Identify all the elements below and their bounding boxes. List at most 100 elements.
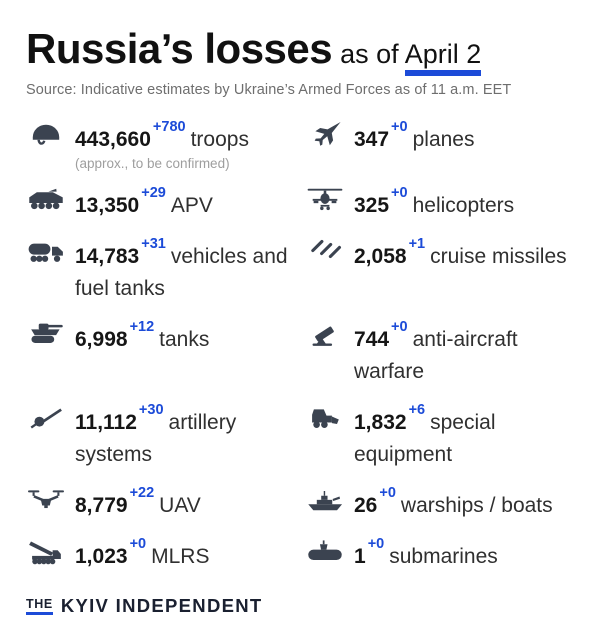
stat-value: 325 [354,194,390,218]
stat-anti-aircraft-warfare: 744+0anti-aircraft warfare [305,318,574,388]
stat-delta: +6 [408,402,426,419]
stat-text: 2,058+1cruise missiles [354,235,567,273]
stats-row-2: 13,350+29APV 325+0helicopters [26,184,574,222]
stats-row-7: 1,023+0MLRS 1+0submarines [26,535,574,573]
stat-delta: +29 [141,185,166,202]
stats-row-3: 14,783+31vehicles and fuel tanks 2,058+1… [26,235,574,305]
stat-label: planes [412,128,475,152]
stat-label: cruise missiles [430,245,567,269]
stat-label: submarines [389,545,498,569]
stat-text: 1+0submarines [354,535,498,573]
stat-value: 6,998 [75,328,128,352]
stat-delta: +0 [379,485,396,502]
stat-delta: +0 [391,185,408,202]
apv-icon [26,184,66,216]
page-title: Russia’s losses as of April 2 [26,25,574,76]
stat-value: 13,350 [75,194,140,218]
stat-text: 325+0helicopters [354,184,514,222]
stat-delta: +31 [141,236,166,253]
stat-delta: +30 [138,402,164,419]
stat-text: 1,023+0MLRS [75,535,209,573]
stat-apv: 13,350+29APV [26,184,295,222]
artillery-icon [26,401,66,433]
stat-value: 443,660 [75,128,151,152]
stat-label: APV [170,194,213,218]
stat-warships-boats: 26+0warships / boats [305,484,574,522]
stat-delta: +780 [152,119,186,136]
stats-row-6: 8,779+22UAV 26+0warships / boats [26,484,574,522]
stat-delta: +0 [129,536,147,553]
stat-text: 443,660+780troops (approx., to be confir… [75,118,249,171]
stat-value: 1 [354,545,366,569]
logo-name: KYIV INDEPENDENT [60,595,263,617]
stat-value: 14,783 [75,245,140,269]
stat-value: 744 [354,328,390,352]
title-asof: as of April 2 [340,39,482,76]
title-main: Russia’s losses [26,25,333,72]
stats-row-5: 11,112+30artillery systems 1,832+6specia… [26,401,574,471]
stat-label: MLRS [151,545,210,569]
stat-special-equipment: 1,832+6special equipment [305,401,574,471]
stat-artillery-systems: 11,112+30artillery systems [26,401,295,471]
date-highlight: April 2 [404,39,482,76]
anti-aircraft-icon [305,318,345,350]
stat-text: 1,832+6special equipment [354,401,574,471]
stat-label: warships / boats [400,494,553,518]
stat-tanks: 6,998+12tanks [26,318,295,388]
submarine-icon [305,535,345,567]
stat-value: 8,779 [75,494,128,518]
stat-delta: +0 [391,319,408,336]
stat-text: 11,112+30artillery systems [75,401,295,471]
stat-value: 11,112 [75,411,137,435]
jet-icon [305,118,345,150]
drone-icon [26,484,66,516]
stat-value: 1,832 [354,411,407,435]
stat-label: UAV [159,494,201,518]
stat-vehicles-fuel-tanks: 14,783+31vehicles and fuel tanks [26,235,295,305]
stat-text: 347+0planes [354,118,474,156]
stat-troops: 443,660+780troops (approx., to be confir… [26,118,295,171]
warship-icon [305,484,345,516]
stat-delta: +0 [367,536,385,553]
helmet-icon [26,118,66,150]
stat-label: special equipment [354,411,496,467]
stat-delta: +22 [129,485,155,502]
stat-text: 8,779+22UAV [75,484,201,522]
tank-icon [26,318,66,350]
missiles-icon [305,235,345,267]
stat-label: helicopters [412,194,515,218]
fuel-truck-icon [26,235,66,267]
stat-text: 744+0anti-aircraft warfare [354,318,574,388]
stat-label: vehicles and fuel tanks [75,245,288,301]
source-line: Source: Indicative estimates by Ukraine’… [26,82,512,99]
kyiv-independent-logo: THE KYIV INDEPENDENT [26,595,574,617]
stats-grid: 443,660+780troops (approx., to be confir… [26,118,574,573]
stat-note: (approx., to be confirmed) [75,156,230,172]
stat-value: 347 [354,128,390,152]
stat-uav: 8,779+22UAV [26,484,295,522]
stat-label: tanks [159,328,210,352]
stat-cruise-missiles: 2,058+1cruise missiles [305,235,574,305]
stat-text: 6,998+12tanks [75,318,209,356]
stat-value: 1,023 [75,545,128,569]
stat-label: anti-aircraft warfare [354,328,518,384]
stat-submarines: 1+0submarines [305,535,574,573]
stat-text: 13,350+29APV [75,184,213,222]
stat-text: 14,783+31vehicles and fuel tanks [75,235,295,305]
stat-delta: +0 [391,119,408,136]
stats-row-1: 443,660+780troops (approx., to be confir… [26,118,574,171]
helicopter-icon [305,184,345,216]
stat-value: 2,058 [354,245,407,269]
stat-text: 26+0warships / boats [354,484,553,522]
asof-text: as of [340,39,399,69]
stat-label: troops [190,128,249,152]
stat-delta: +1 [408,236,426,253]
stats-row-4: 6,998+12tanks 744+0anti-aircraft warfare [26,318,574,388]
stat-label: artillery systems [75,411,237,467]
stat-value: 26 [354,494,378,518]
mlrs-icon [26,535,66,567]
stat-planes: 347+0planes [305,118,574,171]
loader-icon [305,401,345,433]
stat-delta: +12 [129,319,155,336]
